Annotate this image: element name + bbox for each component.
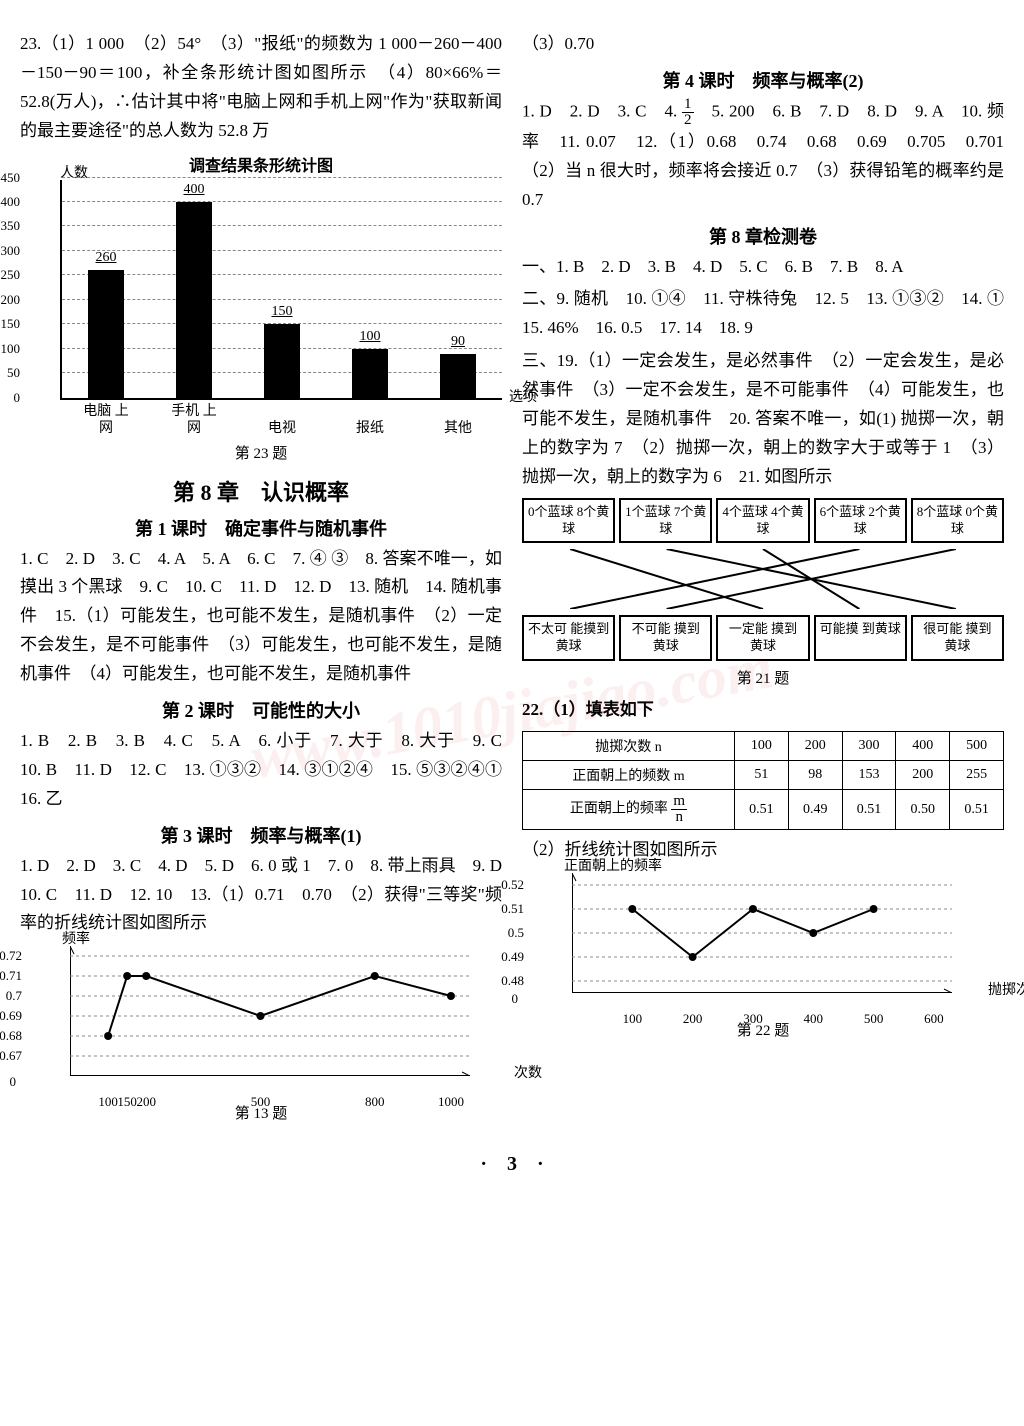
page-columns: 23.（1）1 000 （2）54° （3）"报纸"的频数为 1 000－260…: [20, 30, 1004, 1131]
bar-y-label: 人数: [60, 162, 88, 182]
q22-intro: 22.（1）填表如下: [522, 696, 1004, 725]
lesson4-title: 第 4 课时 频率与概率(2): [522, 67, 1004, 93]
table-q22: 抛掷次数 n100200300400500正面朝上的频数 m5198153200…: [522, 731, 1004, 830]
test8-title: 第 8 章检测卷: [522, 223, 1004, 249]
lesson3-title: 第 3 课时 频率与概率(1): [20, 822, 502, 848]
test8-part1: 一、1. B 2. D 3. B 4. D 5. C 6. B 7. B 8. …: [522, 253, 1004, 282]
q23-text: 23.（1）1 000 （2）54° （3）"报纸"的频数为 1 000－260…: [20, 30, 502, 146]
fraction-half: 12: [682, 97, 694, 128]
page-number: · 3 ·: [20, 1147, 1004, 1176]
q3-continuation: （3）0.70: [522, 30, 1004, 59]
lesson2-body: 1. B 2. B 3. B 4. C 5. A 6. 小于 7. 大于 8. …: [20, 727, 502, 814]
lesson1-body: 1. C 2. D 3. C 4. A 5. A 6. C 7. ④ ③ 8. …: [20, 545, 502, 689]
match-diagram-q21: 0个蓝球 8个黄球1个蓝球 7个黄球4个蓝球 4个黄球6个蓝球 2个黄球8个蓝球…: [522, 498, 1004, 689]
line-chart-q22: 正面朝上的频率抛掷次数0.480.490.50.510.520100200300…: [522, 873, 1004, 1040]
bar-x-label: 选项: [509, 386, 537, 406]
lesson4-body: 1. D 2. D 3. C 4. 12 5. 200 6. B 7. D 8.…: [522, 97, 1004, 215]
lesson2-title: 第 2 课时 可能性的大小: [20, 697, 502, 723]
lesson1-title: 第 1 课时 确定事件与随机事件: [20, 515, 502, 541]
lesson4-a: 1. D 2. D 3. C 4.: [522, 101, 682, 120]
bar-chart-q23: 调查结果条形统计图 人数 选项 050100150200250300350400…: [20, 152, 502, 463]
match-caption: 第 21 题: [522, 667, 1004, 688]
right-column: （3）0.70 第 4 课时 频率与概率(2) 1. D 2. D 3. C 4…: [522, 30, 1004, 1131]
line-chart-q13: 频率次数0.670.680.690.70.710.720100150200500…: [20, 946, 502, 1123]
left-column: 23.（1）1 000 （2）54° （3）"报纸"的频数为 1 000－260…: [20, 30, 502, 1131]
bar-chart-title: 调查结果条形统计图: [20, 152, 502, 176]
lesson3-body: 1. D 2. D 3. C 4. D 5. D 6. 0 或 1 7. 0 8…: [20, 852, 502, 939]
chapter-8-title: 第 8 章 认识概率: [20, 475, 502, 507]
test8-part3: 三、19.（1）一定会发生，是必然事件 （2）一定会发生，是必然事件 （3）一定…: [522, 347, 1004, 491]
bar-chart-caption: 第 23 题: [20, 442, 502, 463]
test8-part2: 二、9. 随机 10. ①④ 11. 守株待兔 12. 5 13. ①③② 14…: [522, 285, 1004, 343]
